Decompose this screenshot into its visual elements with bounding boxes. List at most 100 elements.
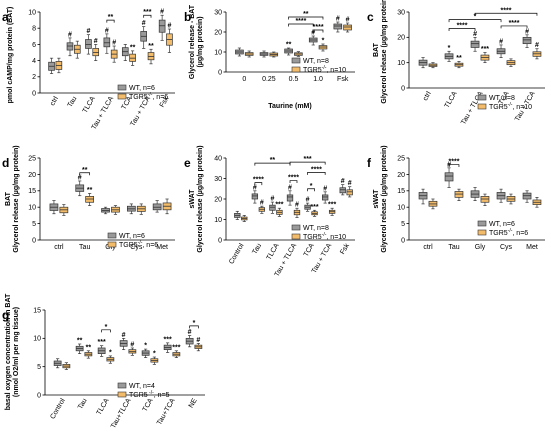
significance-bracket: ** xyxy=(288,11,324,20)
y-tick-label: 15 xyxy=(397,188,405,195)
bracket-line xyxy=(448,164,460,168)
box-wt xyxy=(101,206,110,215)
box-body xyxy=(470,40,480,48)
box-wt xyxy=(235,47,244,57)
significance-bracket: **** xyxy=(307,166,326,175)
panel-a: a 0 2 4 6 8 10 pmol cAMP/mg protein (BAT) ctrl Ta… xyxy=(2,7,175,131)
legend-tgr5-prefix: TGR5 xyxy=(129,94,148,101)
box-tgr5 xyxy=(258,205,266,214)
significance-mark: # xyxy=(473,31,477,38)
legend-swatch-tgr5 xyxy=(291,66,301,73)
y-tick-label: 30 xyxy=(397,9,405,16)
significance-mark: * xyxy=(153,351,156,358)
y-tick-label: 10 xyxy=(214,49,222,56)
box-tgr5 xyxy=(506,193,516,205)
significance-bracket: * xyxy=(448,14,502,23)
significance-bracket: ** xyxy=(79,167,91,176)
y-axis-title-line: pmol cAMP/mg protein (BAT) xyxy=(7,7,14,104)
box-wt xyxy=(103,33,111,54)
bracket-label: **** xyxy=(311,166,322,173)
box-body xyxy=(85,39,92,49)
box-wt xyxy=(48,57,55,74)
box-body xyxy=(269,204,276,211)
legend-tgr5-n: , n=10 xyxy=(326,234,346,241)
box-tgr5 xyxy=(428,198,438,210)
box-wt xyxy=(304,202,311,212)
box-tgr5 xyxy=(106,355,115,364)
legend-tgr5-n: , n=6 xyxy=(512,230,528,237)
bracket-line xyxy=(448,28,476,31)
box-tgr5 xyxy=(294,51,303,57)
box-body xyxy=(444,172,454,182)
box-wt xyxy=(163,342,172,353)
x-tick-label: TLCA xyxy=(96,397,111,416)
y-tick-label: 0 xyxy=(401,85,405,92)
significance-bracket: **** xyxy=(288,18,314,27)
significance-mark: ** xyxy=(456,55,462,62)
y-tick-label: 0 xyxy=(401,237,405,244)
box-wt xyxy=(185,335,194,348)
significance-bracket: **** xyxy=(500,20,528,29)
legend-tgr5-n: , n=6 xyxy=(152,94,168,101)
box-body xyxy=(66,42,74,51)
y-tick-label: 4 xyxy=(32,58,36,65)
x-tick-label: 0 xyxy=(242,76,246,83)
x-tick-label: TCA xyxy=(303,242,316,258)
box-tgr5 xyxy=(454,61,464,69)
significance-bracket: **** xyxy=(253,177,264,186)
legend-label-wt: WT, n=6 xyxy=(119,233,145,240)
significance-bracket: *** xyxy=(143,9,152,18)
box-tgr5 xyxy=(128,347,137,356)
significance-mark: # xyxy=(295,202,299,209)
box-wt xyxy=(158,14,166,41)
y-tick-label: 40 xyxy=(214,155,222,162)
y-tick-label: 0 xyxy=(32,237,36,244)
significance-bracket: **** xyxy=(313,24,324,33)
bracket-label: * xyxy=(193,320,196,327)
y-tick-label: 10 xyxy=(214,217,222,224)
box-wt xyxy=(119,337,128,351)
box-wt xyxy=(259,50,269,58)
box-wt xyxy=(339,184,346,196)
bracket-label: * xyxy=(105,324,108,331)
legend-swatch-tgr5 xyxy=(117,391,127,398)
box-wt xyxy=(286,190,294,206)
box-tgr5 xyxy=(346,186,353,198)
y-axis-title: sWATGlycerol release (µg/mg protein) xyxy=(189,145,204,252)
box-wt xyxy=(470,187,480,201)
y-axis-title-line: BAT xyxy=(5,191,12,206)
x-tick-label: Tau xyxy=(67,95,79,108)
bracket-label: **** xyxy=(288,175,299,182)
y-tick-label: 0 xyxy=(218,237,222,244)
bracket-label: **** xyxy=(313,24,324,31)
legend-label-tgr5: TGR5-/-, n=10 xyxy=(489,102,532,111)
significance-bracket: ** xyxy=(254,157,291,166)
significance-mark: # xyxy=(188,329,192,336)
x-tick-label: Tau xyxy=(448,244,459,251)
y-tick-label: 6 xyxy=(32,42,36,49)
bracket-label: ** xyxy=(82,167,88,174)
significance-mark: # xyxy=(68,31,72,38)
legend-tgr5-prefix: TGR5 xyxy=(303,234,322,241)
panel-letter: a xyxy=(2,10,9,24)
y-axis-title-line: Glycerol release (µg/mg protein) xyxy=(13,145,20,252)
box-tgr5 xyxy=(136,203,146,215)
y-axis-title-line: BAT xyxy=(373,42,380,57)
significance-mark: ** xyxy=(130,44,136,51)
significance-mark: *** xyxy=(481,46,489,53)
significance-mark: # xyxy=(311,30,315,37)
legend-tgr5-sup: -/- xyxy=(322,232,327,238)
significance-bracket: **** xyxy=(288,175,299,184)
box-body xyxy=(522,36,532,45)
box-tgr5 xyxy=(241,215,248,222)
y-tick-label: 15 xyxy=(33,307,41,314)
legend-label-tgr5: TGR5-/-, n=10 xyxy=(303,65,346,74)
box-body xyxy=(103,37,111,48)
y-tick-label: 30 xyxy=(214,9,222,16)
panel-letter: g xyxy=(2,308,9,322)
box-tgr5 xyxy=(55,57,63,74)
y-tick-label: 20 xyxy=(397,172,405,179)
